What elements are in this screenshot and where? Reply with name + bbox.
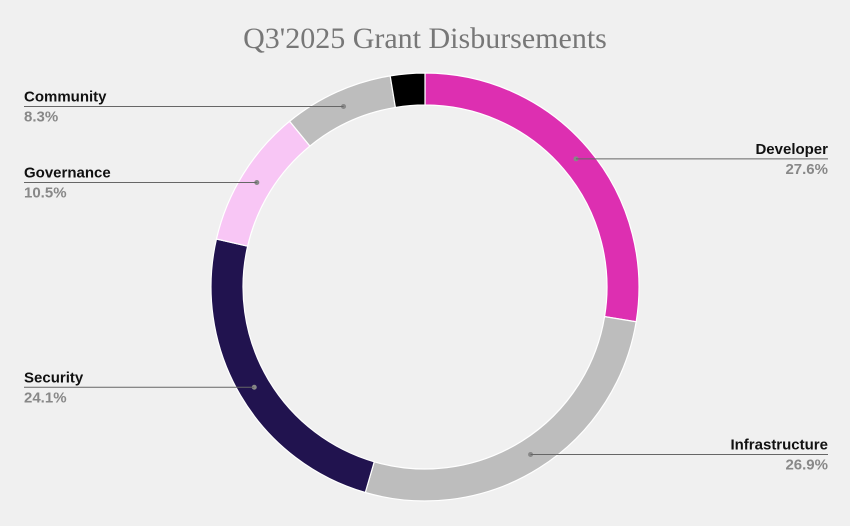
value-label-developer: 27.6% bbox=[785, 161, 828, 178]
value-label-security: 24.1% bbox=[24, 389, 67, 406]
label-infrastructure: Infrastructure bbox=[730, 437, 828, 454]
slice-community bbox=[288, 75, 397, 147]
chart-title: Q3'2025 Grant Disbursements bbox=[243, 22, 607, 55]
value-label-governance: 10.5% bbox=[24, 184, 67, 201]
value-label-infrastructure: 26.9% bbox=[785, 457, 828, 474]
label-developer: Developer bbox=[755, 141, 828, 158]
label-security: Security bbox=[24, 369, 84, 386]
slice-unlabeled bbox=[389, 72, 426, 109]
value-label-community: 8.3% bbox=[24, 109, 58, 126]
slice-developer bbox=[424, 72, 640, 323]
label-community: Community bbox=[24, 89, 107, 106]
label-governance: Governance bbox=[24, 164, 111, 181]
slice-governance bbox=[215, 120, 311, 247]
slice-infrastructure bbox=[364, 315, 637, 502]
slice-security bbox=[210, 238, 375, 494]
